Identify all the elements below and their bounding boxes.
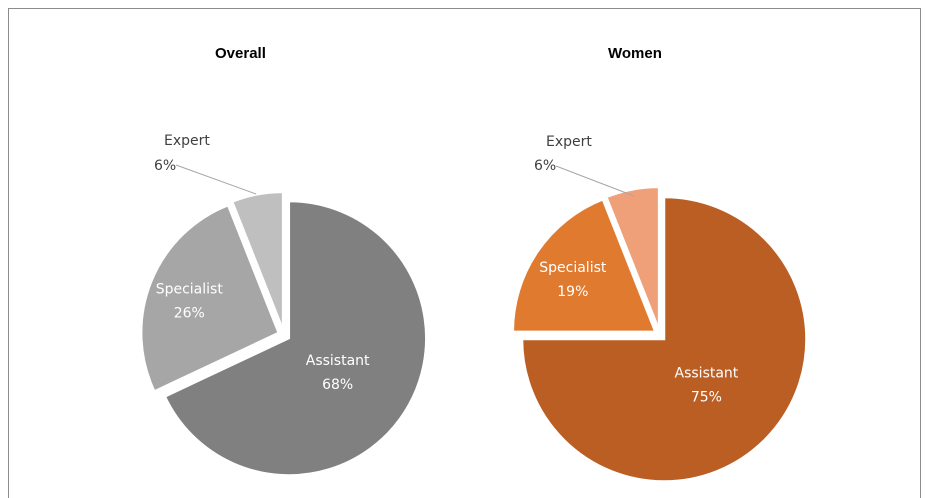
leader-line bbox=[175, 164, 257, 195]
slice-category-label: Expert bbox=[164, 133, 210, 149]
pie-slice-specialist bbox=[140, 204, 280, 393]
slice-value-label: 6% bbox=[154, 158, 176, 174]
pie-slice-specialist bbox=[512, 198, 657, 333]
chart-frame bbox=[8, 8, 921, 498]
leader-line bbox=[555, 165, 635, 197]
slice-category-label: Specialist bbox=[539, 260, 607, 276]
slice-value-label: 26% bbox=[174, 305, 205, 321]
slice-value-label: 6% bbox=[534, 158, 556, 174]
slice-value-label: 75% bbox=[691, 389, 722, 405]
slice-category-label: Expert bbox=[546, 134, 592, 150]
pie-slice-assistant bbox=[521, 196, 808, 483]
slice-category-label: Specialist bbox=[156, 281, 224, 297]
slice-category-label: Assistant bbox=[675, 365, 739, 381]
pie-slice-expert bbox=[231, 191, 284, 330]
slice-category-label: Assistant bbox=[306, 353, 370, 369]
pie-slice-assistant bbox=[163, 200, 428, 477]
pie-slice-expert bbox=[605, 186, 660, 330]
chart-title-women: Women bbox=[608, 45, 662, 62]
slice-value-label: 19% bbox=[557, 284, 588, 300]
slice-value-label: 68% bbox=[322, 377, 353, 393]
chart-title-overall: Overall bbox=[215, 45, 266, 62]
